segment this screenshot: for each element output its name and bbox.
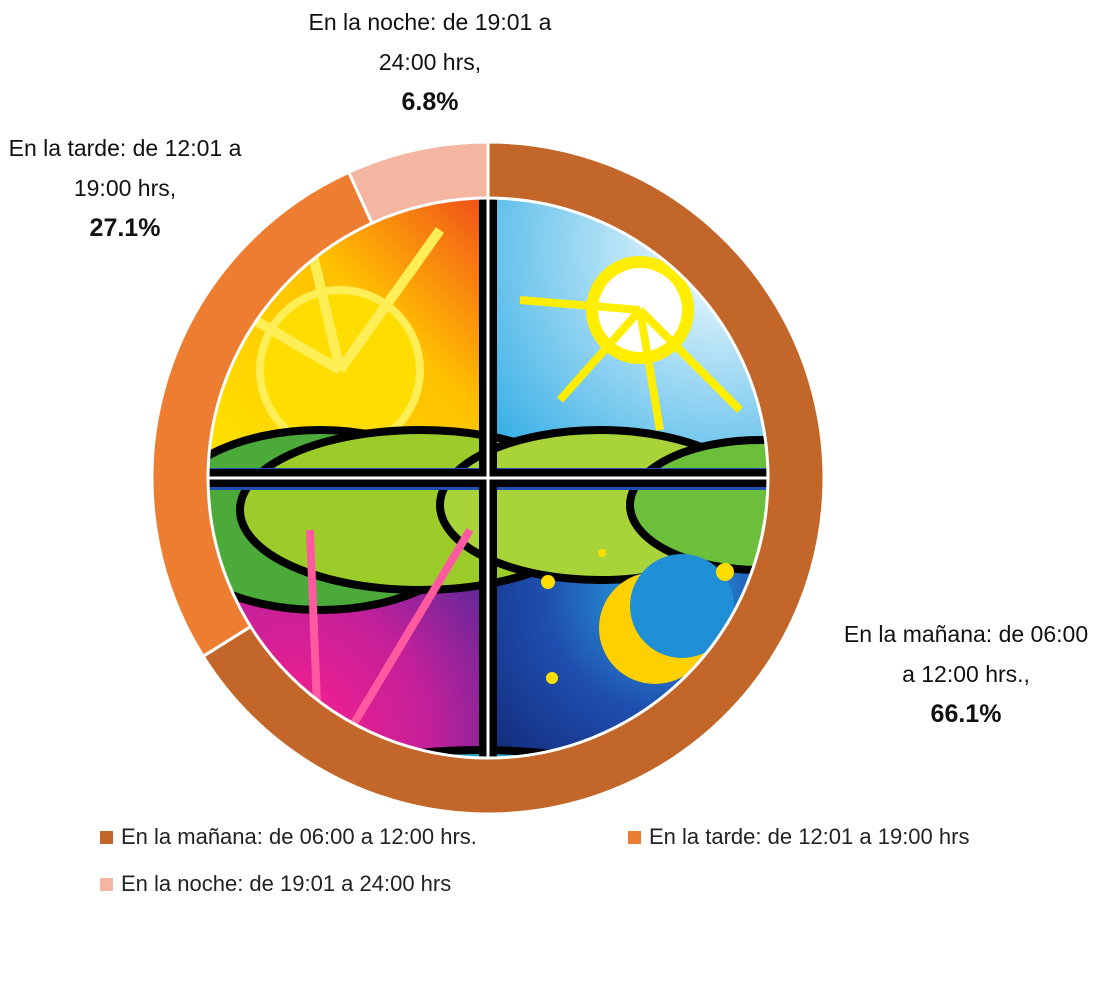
legend-label: En la tarde: de 12:01 a 19:00 hrs [649, 824, 969, 850]
legend-label: En la mañana: de 06:00 a 12:00 hrs. [121, 824, 477, 850]
legend-item: En la mañana: de 06:00 a 12:00 hrs. [100, 824, 477, 850]
data-label: En la mañana: de 06:00 a 12:00 hrs., 66.1… [838, 614, 1094, 734]
legend-label: En la noche: de 19:01 a 24:00 hrs [121, 871, 451, 897]
data-label-text: En la tarde: de 12:01 a 19:00 hrs, [9, 135, 242, 201]
chart: En la mañana: de 06:00 a 12:00 hrs., 66.1… [0, 0, 1095, 1008]
legend-swatch [100, 831, 113, 844]
data-label: En la noche: de 19:01 a 24:00 hrs, 6.8% [300, 2, 560, 122]
legend-item: En la noche: de 19:01 a 24:00 hrs [100, 871, 451, 897]
legend-swatch [628, 831, 641, 844]
legend-swatch [100, 878, 113, 891]
data-label: En la tarde: de 12:01 a 19:00 hrs, 27.1% [0, 128, 250, 248]
data-label-text: En la noche: de 19:01 a 24:00 hrs, [309, 9, 552, 75]
legend-item: En la tarde: de 12:01 a 19:00 hrs [628, 824, 969, 850]
data-label-value: 66.1% [838, 694, 1094, 734]
data-label-value: 27.1% [0, 208, 250, 248]
data-label-text: En la mañana: de 06:00 a 12:00 hrs., [844, 621, 1088, 687]
data-label-value: 6.8% [300, 82, 560, 122]
